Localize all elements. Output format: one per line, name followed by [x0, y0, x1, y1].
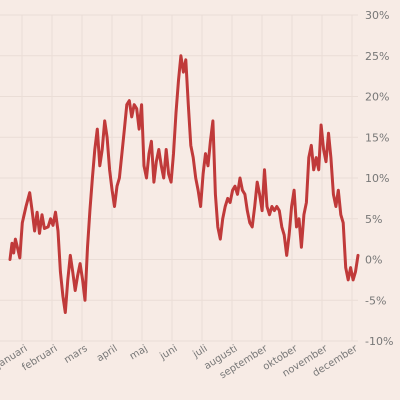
- y-tick-label: 0%: [365, 254, 382, 267]
- y-tick-label: 25%: [365, 50, 389, 63]
- x-tick-label: mars: [62, 343, 89, 366]
- series-line: [8, 54, 360, 314]
- y-tick-label: 15%: [365, 131, 389, 144]
- x-tick-label: april: [95, 343, 120, 364]
- series-group: [8, 54, 360, 314]
- y-tick-label: -10%: [365, 335, 393, 348]
- x-tick-label: maj: [128, 343, 150, 362]
- y-tick-label: 10%: [365, 172, 389, 185]
- y-axis-ticks: 30% 25% 20% 15% 10% 5% 0% -5% -10%: [365, 9, 393, 348]
- x-tick-label: juli: [190, 343, 209, 361]
- y-tick-label: 30%: [365, 9, 389, 22]
- x-tick-label: juni: [157, 343, 179, 363]
- y-tick-label: -5%: [365, 294, 386, 307]
- y-tick-label: 20%: [365, 91, 389, 104]
- y-tick-label: 5%: [365, 213, 382, 226]
